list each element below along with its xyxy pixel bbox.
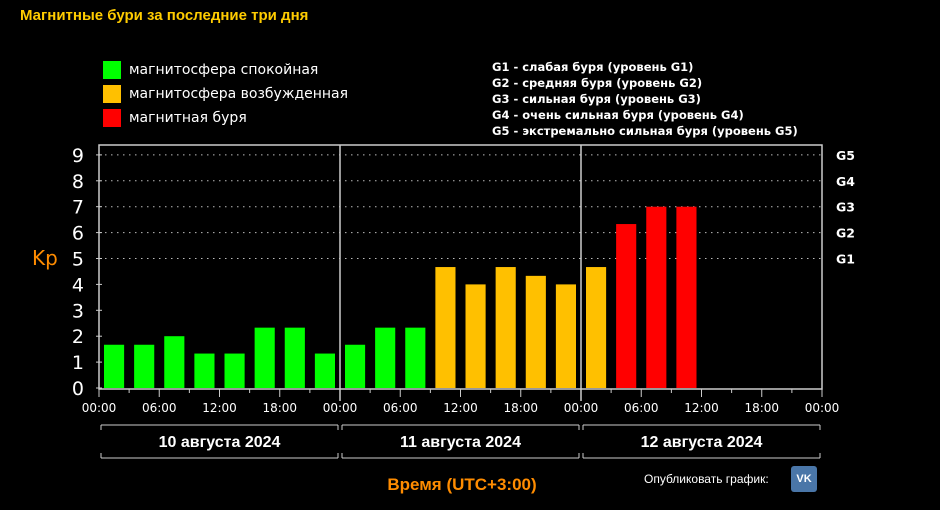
y-tick-label: 2: [72, 326, 84, 348]
kp-bar: [194, 353, 215, 388]
kp-bar: [254, 327, 275, 388]
legend-active: магнитосфера возбужденная: [103, 85, 348, 103]
g-legend-item: G4 - очень сильная буря (уровень G4): [492, 108, 744, 122]
kp-bar: [134, 344, 155, 388]
kp-bar: [405, 327, 426, 388]
x-tick-label: 00:00: [323, 401, 358, 415]
legend-label: магнитная буря: [129, 110, 247, 126]
plot-frame: [98, 144, 823, 390]
vk-share-button[interactable]: VK: [791, 466, 817, 492]
day-label: 12 августа 2024: [641, 434, 763, 451]
y-tick-label: 3: [72, 300, 84, 322]
x-axis-label: Время (UTC+3:00): [387, 475, 536, 494]
x-tick-label: 06:00: [624, 401, 659, 415]
g-tick-label: G4: [836, 174, 855, 189]
x-tick-label: 18:00: [744, 401, 779, 415]
g-legend-item: G5 - экстремально сильная буря (уровень …: [492, 124, 798, 138]
x-tick-label: 00:00: [82, 401, 117, 415]
publish-label: Опубликовать график:: [644, 472, 769, 486]
x-tick-label: 00:00: [805, 401, 840, 415]
y-axis-label: Kp: [32, 246, 58, 270]
chart-title: Магнитные бури за последние три дня: [20, 7, 309, 24]
g-legend-item: G3 - сильная буря (уровень G3): [492, 92, 701, 106]
y-tick-label: 8: [72, 171, 84, 193]
legend-swatch: [103, 61, 121, 79]
g-legend-item: G1 - слабая буря (уровень G1): [492, 60, 694, 74]
kp-bar: [495, 267, 516, 388]
kp-bar: [555, 284, 576, 388]
kp-bar: [104, 344, 125, 388]
y-tick-label: 0: [72, 378, 84, 400]
x-tick-label: 12:00: [443, 401, 478, 415]
legend-swatch: [103, 109, 121, 127]
x-tick-label: 06:00: [383, 401, 418, 415]
y-tick-label: 5: [72, 249, 84, 271]
kp-bar: [676, 206, 697, 388]
kp-bar: [345, 344, 366, 388]
x-tick-label: 06:00: [142, 401, 177, 415]
x-tick-label: 12:00: [202, 401, 237, 415]
y-tick-label: 4: [72, 274, 84, 296]
kp-bar: [314, 353, 335, 388]
legend-swatch: [103, 85, 121, 103]
g-tick-label: G2: [836, 226, 855, 241]
x-tick-label: 18:00: [262, 401, 297, 415]
g-scale-legend: G1 - слабая буря (уровень G1) G2 - средн…: [492, 59, 798, 139]
legend-label: магнитосфера спокойная: [129, 62, 319, 78]
g-tick-label: G1: [836, 252, 855, 267]
x-tick-label: 18:00: [503, 401, 538, 415]
kp-bar: [616, 224, 637, 388]
g-legend-item: G2 - средняя буря (уровень G2): [492, 76, 703, 90]
legend-storm: магнитная буря: [103, 109, 247, 127]
kp-bar: [586, 267, 607, 388]
x-tick-label: 12:00: [684, 401, 719, 415]
day-label: 11 августа 2024: [400, 434, 521, 451]
g-tick-label: G3: [836, 200, 855, 215]
kp-bar: [435, 267, 456, 388]
day-label: 10 августа 2024: [159, 434, 281, 451]
y-tick-label: 6: [72, 223, 84, 245]
kp-bar: [525, 275, 546, 388]
kp-bar: [284, 327, 305, 388]
kp-bar: [224, 353, 245, 388]
x-tick-label: 00:00: [564, 401, 599, 415]
kp-bar: [646, 206, 667, 388]
y-tick-label: 1: [72, 352, 84, 374]
legend-label: магнитосфера возбужденная: [129, 86, 349, 102]
kp-bar: [465, 284, 486, 388]
legend-quiet: магнитосфера спокойная: [103, 61, 318, 79]
kp-bar: [375, 327, 396, 388]
g-tick-label: G5: [836, 148, 855, 163]
y-tick-label: 7: [72, 197, 84, 219]
y-tick-label: 9: [72, 145, 84, 167]
kp-bar: [164, 336, 185, 388]
